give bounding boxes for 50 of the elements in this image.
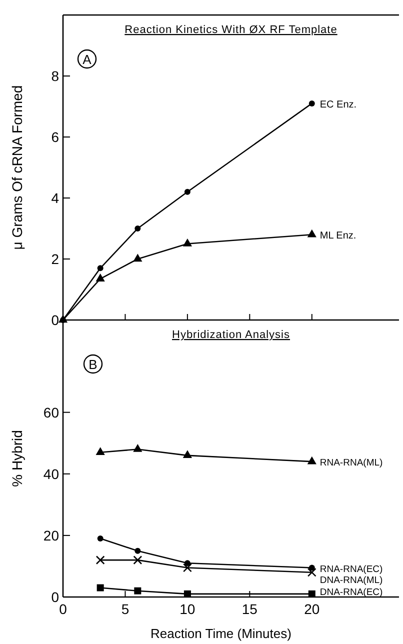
annotation: B [88, 357, 98, 372]
point [96, 584, 104, 592]
point [96, 274, 105, 282]
y-tick-label: 20 [43, 527, 60, 544]
point [308, 100, 315, 106]
y-axis-title: % Hybrid [9, 430, 25, 487]
point [97, 536, 104, 542]
y-axis-title: μ Grams Of cRNA Formed [9, 85, 25, 250]
y-tick-label: 4 [51, 190, 60, 206]
point [134, 548, 141, 554]
point [134, 587, 142, 594]
x-tick-label: 20 [304, 601, 320, 617]
y-tick-label: 60 [43, 404, 60, 420]
point [182, 563, 192, 572]
point [133, 254, 142, 262]
annotation: A [82, 52, 92, 67]
y-tick-label: 2 [51, 251, 60, 267]
point [307, 568, 316, 577]
y-tick-label: 8 [51, 68, 60, 84]
point [182, 238, 192, 246]
point [97, 265, 104, 272]
x-tick-label: 15 [242, 601, 258, 617]
point [308, 564, 315, 571]
x-tick-label: 5 [121, 601, 130, 617]
y-tick-label: 6 [51, 129, 60, 145]
point [184, 560, 190, 566]
point [307, 456, 316, 464]
y-tick-label: 40 [43, 466, 60, 482]
point [133, 556, 142, 565]
x-tick-label: 10 [180, 601, 196, 617]
series-label: EC Enz. [320, 99, 357, 110]
point [184, 188, 190, 195]
point [308, 590, 316, 598]
text: Hybridization Analysis [172, 329, 290, 341]
text: Reaction Kinetics With ØX RF Template [124, 24, 338, 36]
point [96, 447, 105, 455]
point [134, 226, 141, 232]
series-label: DNA-RNA(EC) [320, 587, 383, 598]
series-label: RNA-RNA(EC) [320, 564, 383, 575]
x-axis-title: Reaction Time (Minutes) [150, 626, 292, 641]
point [182, 450, 192, 458]
point [307, 229, 316, 238]
point [184, 590, 191, 598]
series-label: ML Enz. [320, 230, 356, 242]
point [133, 444, 142, 452]
y-tick-label: 0 [51, 312, 60, 328]
point [96, 556, 105, 565]
y-tick-label: 0 [51, 589, 60, 605]
series-label: RNA-RNA(ML) [320, 458, 383, 469]
series-label: DNA-RNA(ML) [320, 574, 383, 586]
